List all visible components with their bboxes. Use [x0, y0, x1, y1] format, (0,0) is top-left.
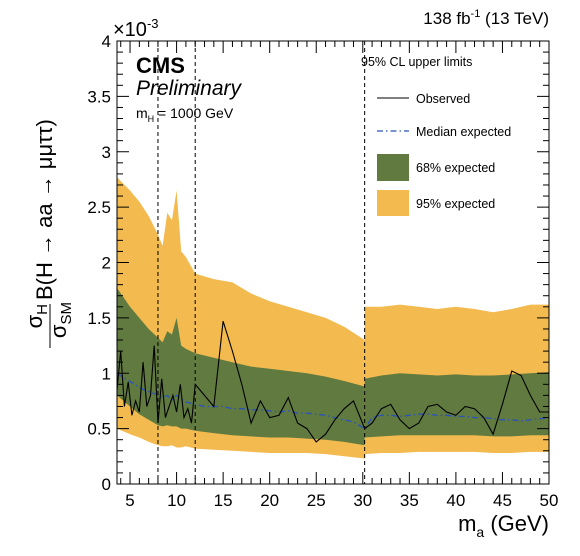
y-tick-label: 0 — [102, 475, 111, 494]
y-axis-ticks: 0 0.5 1 1.5 2 2.5 3 3.5 4 — [87, 32, 549, 494]
band-68-segment-2 — [364, 372, 549, 438]
y-tick-label: 4 — [102, 32, 111, 51]
mass-hypothesis-label: mH = 1000 GeV — [136, 105, 234, 124]
x-tick-label: 5 — [125, 491, 134, 510]
y-tick-label: 2 — [102, 254, 111, 273]
x-tick-label: 30 — [353, 491, 372, 510]
mass-boundary-lines — [157, 41, 366, 484]
status-label: Preliminary — [136, 77, 243, 100]
legend-95-label: 95% expected — [416, 197, 495, 211]
x-tick-label: 50 — [540, 491, 559, 510]
svg-text:σSM: σSM — [46, 302, 75, 338]
legend-68-label: 68% expected — [416, 161, 495, 175]
y-tick-label: 3.5 — [87, 87, 111, 106]
median-expected-line — [116, 372, 550, 430]
legend-title: 95% CL upper limits — [361, 55, 472, 69]
x-tick-label: 25 — [307, 491, 326, 510]
legend-68-swatch — [377, 154, 409, 181]
legend: 95% CL upper limits Observed Median expe… — [361, 55, 511, 216]
legend-95-swatch — [377, 190, 409, 216]
x-axis-ticks: 5 10 15 20 25 30 35 40 45 50 — [120, 41, 559, 510]
y-tick-label: 1 — [102, 364, 111, 383]
x-tick-label: 10 — [167, 491, 186, 510]
experiment-label: CMS — [136, 53, 185, 78]
y-tick-label: 0.5 — [87, 420, 111, 439]
svg-text:σH: σH — [22, 304, 51, 328]
x-axis-title: ma (GeV) — [458, 511, 549, 540]
y-tick-label: 3 — [102, 143, 111, 162]
legend-observed-label: Observed — [416, 92, 470, 106]
legend-median-label: Median expected — [416, 125, 511, 139]
x-tick-label: 40 — [446, 491, 465, 510]
exponent-label: ×10-3 — [113, 16, 159, 41]
band-68-segment-0 — [117, 288, 196, 431]
svg-text:B(H → aa → μμττ): B(H → aa → μμττ) — [32, 119, 57, 300]
band-68-expected — [117, 288, 549, 446]
x-tick-label: 15 — [214, 491, 233, 510]
y-tick-label: 2.5 — [87, 198, 111, 217]
observed-line — [116, 321, 549, 443]
y-axis-title: σH σSM B(H → aa → μμττ) — [22, 119, 75, 348]
luminosity-label: 138 fb-1 (13 TeV) — [423, 8, 549, 28]
x-tick-label: 45 — [493, 491, 512, 510]
x-tick-label: 35 — [400, 491, 419, 510]
band-68-segment-1 — [195, 353, 365, 446]
x-tick-label: 20 — [260, 491, 279, 510]
y-tick-label: 1.5 — [87, 309, 111, 328]
